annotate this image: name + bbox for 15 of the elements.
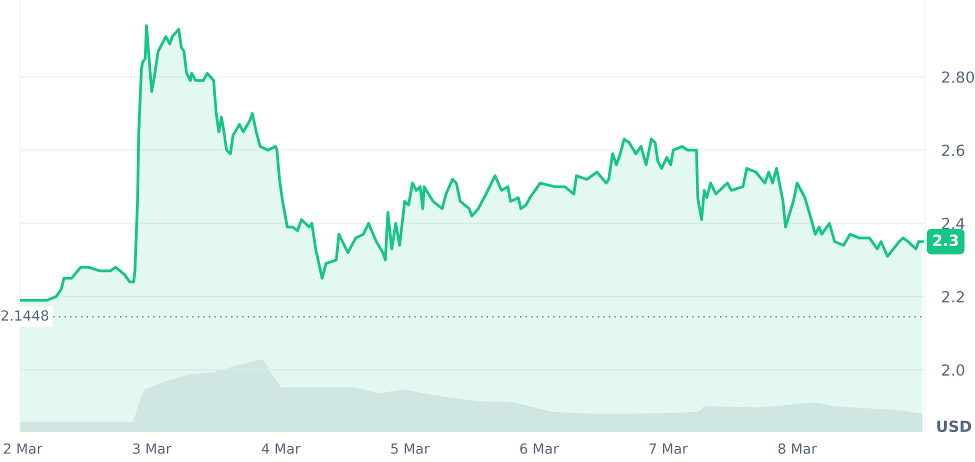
y-tick-label: 2.2: [942, 291, 964, 302]
annotation: 2.3: [933, 234, 958, 246]
x-tick-label: 4 Mar: [262, 444, 301, 454]
y-tick-label: 2.0: [942, 364, 964, 376]
x-tick-label: 3 Mar: [133, 443, 172, 454]
x-tick-label: 8 Mar: [778, 443, 817, 454]
x-tick-label: 2 Mar: [4, 443, 42, 454]
ref-line-label: 2.1448: [2, 310, 48, 321]
x-tick-label: 5 Mar: [391, 444, 430, 454]
y-axis-title: USD: [937, 420, 972, 432]
y-tick-label: 2.4: [942, 218, 964, 230]
x-tick-label: 7 Mar: [649, 444, 688, 454]
y-tick-label: 2.6: [942, 144, 964, 156]
x-tick-label: 6 Mar: [520, 443, 559, 454]
y-tick-label: 2.80: [942, 71, 974, 83]
